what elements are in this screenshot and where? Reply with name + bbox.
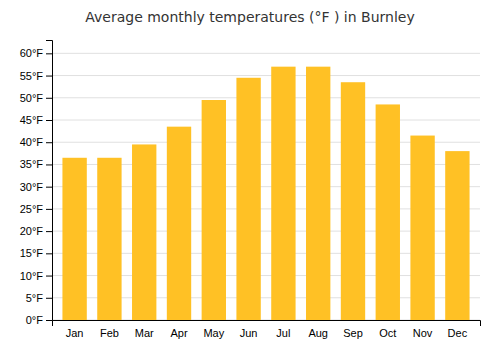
x-tick: May: [203, 327, 224, 339]
x-tick: Apr: [170, 327, 187, 339]
bar: [410, 136, 434, 320]
y-tick-label: 10°F: [20, 270, 44, 282]
x-tick-label: Aug: [308, 327, 328, 339]
x-tick: Mar: [135, 327, 154, 339]
y-tick: 45°F: [20, 114, 52, 126]
x-tick: Nov: [413, 327, 433, 339]
y-axis: 0°F 5°F 10°F 15°F 20°F 25°F 30°F 35°F 40°F 45°F 50…: [20, 41, 53, 327]
x-tick: Dec: [448, 327, 468, 339]
y-tick-mark: [46, 76, 52, 77]
x-tick-label: Nov: [413, 327, 433, 339]
y-tick: 55°F: [20, 70, 52, 82]
y-tick-mark: [46, 209, 52, 210]
y-axis-line: [46, 41, 53, 321]
y-tick: 50°F: [20, 92, 52, 104]
y-tick: 25°F: [20, 203, 52, 215]
y-tick: 35°F: [20, 158, 52, 170]
x-tick-label: May: [203, 327, 224, 339]
y-tick-mark: [46, 98, 52, 99]
y-tick-mark: [46, 187, 52, 188]
x-tick-label: Dec: [448, 327, 468, 339]
grid-line: [52, 75, 480, 76]
y-tick-mark: [46, 53, 52, 54]
y-tick-label: 45°F: [20, 114, 44, 126]
y-tick-label: 35°F: [20, 158, 44, 170]
x-tick-label: Apr: [170, 327, 187, 339]
bar: [236, 78, 260, 320]
y-tick-label: 40°F: [20, 136, 44, 148]
y-tick-label: 0°F: [26, 314, 44, 326]
y-tick: 0°F: [26, 314, 52, 326]
y-tick: 10°F: [20, 270, 52, 282]
x-tick-label: Jul: [276, 327, 290, 339]
y-tick-label: 55°F: [20, 70, 44, 82]
x-tick: Jun: [240, 327, 258, 339]
y-tick: 20°F: [20, 225, 52, 237]
y-tick-mark: [46, 231, 52, 232]
bar: [132, 144, 156, 320]
x-tick-label: Mar: [135, 327, 154, 339]
chart: 0°F 5°F 10°F 15°F 20°F 25°F 30°F 35°F 40°F 45°F 50…: [0, 0, 500, 350]
bar: [167, 127, 191, 320]
grid-line: [52, 53, 480, 54]
bar: [445, 151, 469, 320]
y-tick-mark: [46, 276, 52, 277]
y-tick-label: 50°F: [20, 92, 44, 104]
grid-line: [52, 97, 480, 98]
x-axis-line: [53, 321, 481, 327]
x-tick: Oct: [379, 327, 396, 339]
y-tick: 60°F: [20, 47, 52, 59]
y-tick-label: 5°F: [26, 292, 44, 304]
bar: [341, 82, 365, 320]
y-tick-mark: [46, 120, 52, 121]
bar: [62, 158, 86, 320]
y-tick: 30°F: [20, 181, 52, 193]
bar: [376, 104, 400, 320]
y-tick: 5°F: [26, 292, 52, 304]
bar: [202, 100, 226, 320]
y-tick-mark: [46, 142, 52, 143]
bar: [271, 67, 295, 320]
x-tick-label: Oct: [379, 327, 396, 339]
y-tick-label: 20°F: [20, 225, 44, 237]
y-tick-mark: [46, 253, 52, 254]
grid-line: [52, 120, 480, 121]
grid: [52, 53, 480, 320]
x-tick: Jan: [66, 327, 84, 339]
bars: [62, 67, 469, 320]
x-tick-label: Feb: [100, 327, 119, 339]
y-tick-mark: [46, 164, 52, 165]
y-tick-label: 60°F: [20, 47, 44, 59]
y-tick-mark: [46, 298, 52, 299]
y-tick-label: 25°F: [20, 203, 44, 215]
x-axis: Jan Feb Mar Apr May Jun Jul Aug Sep Oct Nov Dec: [53, 321, 481, 339]
y-tick-label: 30°F: [20, 181, 44, 193]
y-tick: 15°F: [20, 247, 52, 259]
y-tick: 40°F: [20, 136, 52, 148]
plot: 0°F 5°F 10°F 15°F 20°F 25°F 30°F 35°F 40°F 45°F 50…: [20, 41, 481, 339]
x-tick: Feb: [100, 327, 119, 339]
title: Average monthly temperatures (°F ) in Bu…: [85, 9, 415, 25]
bar: [97, 158, 121, 320]
y-tick-mark: [46, 320, 52, 321]
x-tick-label: Jun: [240, 327, 258, 339]
x-tick-label: Jan: [66, 327, 84, 339]
x-tick-label: Sep: [343, 327, 363, 339]
x-tick: Jul: [276, 327, 290, 339]
bar: [306, 67, 330, 320]
x-tick: Sep: [343, 327, 363, 339]
y-tick-label: 15°F: [20, 247, 44, 259]
x-tick: Aug: [308, 327, 328, 339]
